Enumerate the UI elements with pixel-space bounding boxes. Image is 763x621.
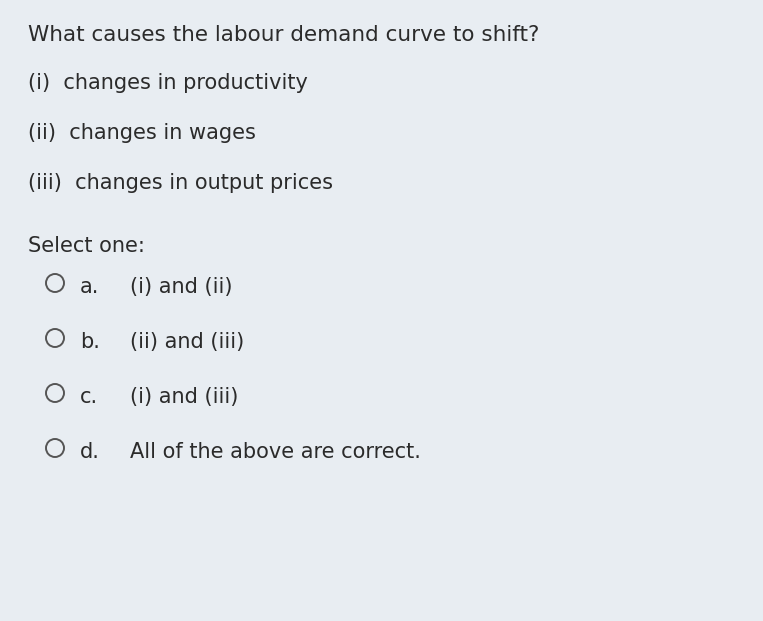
Text: (ii) and (iii): (ii) and (iii) [130,332,244,352]
Text: What causes the labour demand curve to shift?: What causes the labour demand curve to s… [28,25,539,45]
Text: Select one:: Select one: [28,236,145,256]
Text: b.: b. [80,332,100,352]
Text: d.: d. [80,442,100,462]
Text: a.: a. [80,277,99,297]
Text: (i) and (iii): (i) and (iii) [130,387,238,407]
Text: (ii)  changes in wages: (ii) changes in wages [28,123,256,143]
Text: All of the above are correct.: All of the above are correct. [130,442,421,462]
Text: (i) and (ii): (i) and (ii) [130,277,233,297]
Text: c.: c. [80,387,98,407]
Text: (iii)  changes in output prices: (iii) changes in output prices [28,173,333,193]
Text: (i)  changes in productivity: (i) changes in productivity [28,73,308,93]
